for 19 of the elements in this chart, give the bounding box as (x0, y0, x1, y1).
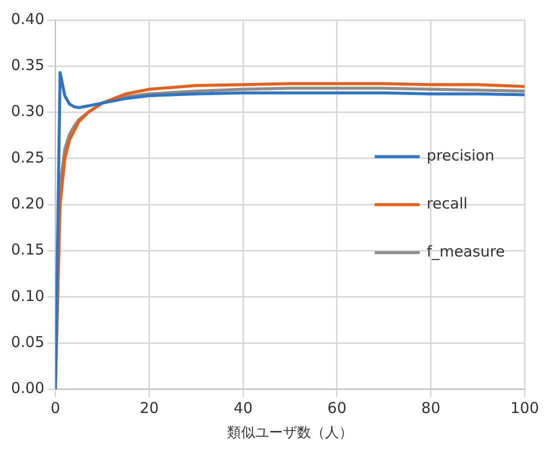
x-tick-label: 0 (50, 399, 60, 418)
y-tick-label: 0.35 (10, 56, 44, 74)
y-tick-label: 0.20 (10, 194, 44, 212)
legend-label: precision (426, 146, 494, 164)
x-tick-label: 40 (234, 399, 253, 418)
y-tick-label: 0.25 (10, 148, 44, 166)
x-tick-label: 60 (327, 399, 347, 418)
legend-label: f_measure (426, 242, 505, 260)
y-tick-label: 0.10 (10, 286, 44, 305)
x-axis-title: 類似ユーザ数（人） (227, 425, 354, 442)
legend-label: recall (426, 194, 468, 212)
y-tick-label: 0.05 (10, 332, 44, 351)
y-tick-label: 0.30 (10, 102, 44, 120)
y-tick-label: 0.40 (10, 10, 44, 28)
x-tick-label: 100 (510, 399, 540, 418)
x-tick-label: 20 (140, 399, 159, 418)
y-tick-label: 0.00 (10, 379, 44, 398)
x-tick-label: 80 (421, 399, 440, 418)
y-tick-label: 0.15 (10, 240, 44, 259)
